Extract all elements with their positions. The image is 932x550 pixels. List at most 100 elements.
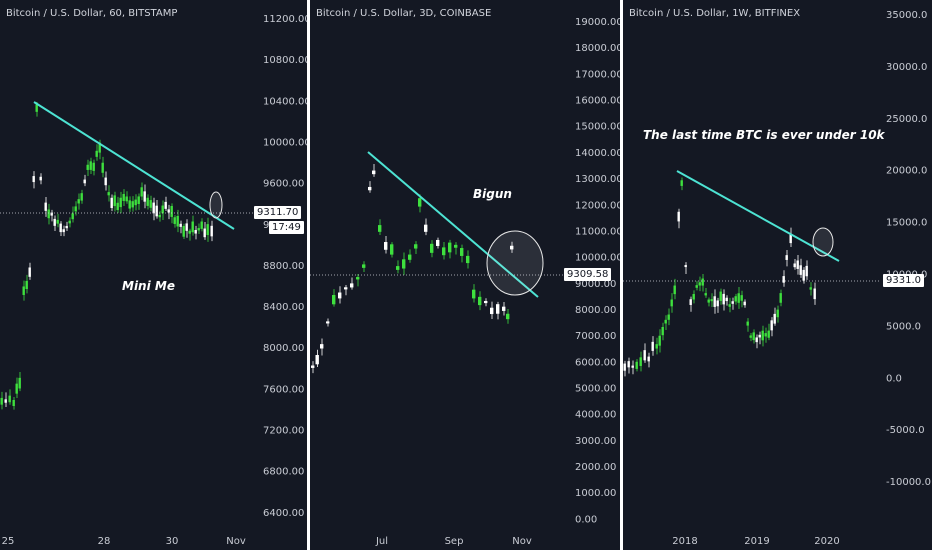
candle bbox=[32, 176, 35, 183]
candle bbox=[782, 276, 785, 283]
highlight-circle bbox=[209, 191, 223, 219]
candle bbox=[793, 263, 796, 268]
candle bbox=[749, 335, 752, 338]
candle bbox=[4, 399, 7, 403]
candle bbox=[12, 400, 15, 407]
candle bbox=[18, 377, 21, 389]
annotation-bigun: Bigun bbox=[473, 187, 512, 201]
highlight-circle bbox=[812, 227, 834, 257]
y-axis-tick-label: 17000.00 bbox=[575, 69, 620, 80]
annotation-last-time: The last time BTC is ever under 10k bbox=[643, 128, 885, 142]
candle bbox=[661, 326, 664, 336]
candle bbox=[472, 289, 476, 299]
candle bbox=[86, 164, 89, 170]
candle bbox=[414, 244, 418, 249]
candle bbox=[695, 285, 698, 288]
candle bbox=[0, 397, 3, 405]
chart-panel-coinbase[interactable]: 19000.00 18000.00 17000.00 16000.00 15000.00… bbox=[310, 0, 620, 550]
candle bbox=[167, 209, 170, 213]
candle bbox=[378, 225, 382, 232]
candle bbox=[200, 221, 203, 229]
candle bbox=[311, 365, 315, 368]
candle bbox=[116, 202, 119, 211]
candle bbox=[454, 244, 458, 248]
candle bbox=[206, 224, 209, 236]
trendline bbox=[367, 151, 539, 298]
chart-canvas-coinbase[interactable]: 19000.00 18000.00 17000.00 16000.00 15000.00… bbox=[310, 0, 620, 550]
candle bbox=[418, 198, 422, 207]
candle bbox=[22, 286, 25, 295]
candle bbox=[770, 320, 773, 331]
candle bbox=[125, 196, 128, 202]
candle bbox=[635, 361, 638, 369]
highlight-circle bbox=[486, 230, 544, 296]
candle bbox=[722, 293, 725, 305]
candle bbox=[59, 223, 62, 233]
candle bbox=[368, 186, 372, 191]
candle bbox=[344, 287, 348, 290]
y-axis-tick-label: -10000.0 bbox=[886, 477, 931, 488]
candle bbox=[502, 306, 506, 311]
y-axis-tick-label: 18000.00 bbox=[575, 43, 620, 54]
candle bbox=[448, 242, 452, 253]
candle bbox=[173, 217, 176, 224]
candle bbox=[161, 205, 164, 214]
candle bbox=[466, 255, 470, 264]
chart-title: Bitcoin / U.S. Dollar, 60, BITSTAMP bbox=[6, 8, 178, 19]
candle bbox=[689, 299, 692, 305]
y-axis-tick-label: 6000.00 bbox=[575, 357, 616, 368]
candle bbox=[692, 294, 695, 300]
candle bbox=[809, 287, 812, 290]
y-axis-tick-label: 1000.00 bbox=[575, 488, 616, 499]
y-axis-tick-label: -5000.0 bbox=[886, 425, 925, 436]
y-axis-tick-label: 4000.00 bbox=[575, 410, 616, 421]
candle bbox=[484, 300, 488, 304]
y-axis-tick-label: 15000.00 bbox=[575, 122, 620, 133]
x-axis-tick-label: Nov bbox=[226, 536, 246, 547]
candle bbox=[155, 205, 158, 217]
y-axis-tick-label: 10000.00 bbox=[575, 253, 620, 264]
candle bbox=[796, 260, 799, 269]
candle bbox=[734, 296, 737, 302]
y-axis-tick-label: 12000.00 bbox=[575, 200, 620, 211]
candle bbox=[182, 226, 185, 237]
candle bbox=[658, 335, 661, 346]
candle bbox=[710, 299, 713, 302]
y-axis-tick-label: 3000.00 bbox=[575, 436, 616, 447]
candle bbox=[47, 209, 50, 219]
y-axis-tick-label: 0.0 bbox=[886, 373, 902, 384]
candle bbox=[210, 225, 213, 237]
y-axis-tick-label: 20000.0 bbox=[886, 166, 927, 177]
y-axis-tick-label: 7600.00 bbox=[263, 384, 304, 395]
y-axis-tick-label: 8000.00 bbox=[263, 343, 304, 354]
candle bbox=[326, 321, 330, 324]
candle bbox=[701, 278, 704, 286]
chart-panel-bitfinex[interactable]: 35000.030000.025000.020000.015000.010000… bbox=[623, 0, 932, 550]
candle bbox=[655, 344, 658, 349]
chart-canvas-bitstamp[interactable]: 11200.00 10800.00 10400.00 10000.00 9600.00 9… bbox=[0, 0, 307, 550]
candle bbox=[107, 192, 110, 196]
candle bbox=[89, 161, 92, 170]
candle bbox=[667, 314, 670, 320]
candle bbox=[496, 304, 500, 314]
y-axis-tick-label: 5000.0 bbox=[886, 321, 921, 332]
y-axis-tick-label: 7000.00 bbox=[575, 331, 616, 342]
candle bbox=[684, 265, 687, 268]
x-axis-tick-label: 28 bbox=[98, 536, 111, 547]
candle bbox=[356, 277, 360, 280]
candle bbox=[128, 200, 131, 209]
y-axis-tick-label: 16000.00 bbox=[575, 96, 620, 107]
y-axis-tick-label: 30000.0 bbox=[886, 62, 927, 73]
candle bbox=[164, 201, 167, 209]
candle bbox=[776, 309, 779, 318]
candle bbox=[372, 170, 376, 175]
candle bbox=[122, 193, 125, 201]
candle bbox=[35, 104, 38, 112]
candle bbox=[53, 218, 56, 226]
candle bbox=[670, 299, 673, 307]
chart-panel-bitstamp[interactable]: 11200.00 10800.00 10400.00 10000.00 9600.00 9… bbox=[0, 0, 307, 550]
candle bbox=[77, 199, 80, 204]
candle bbox=[170, 206, 173, 217]
countdown-label: 17:49 bbox=[269, 221, 304, 234]
candle bbox=[119, 197, 122, 208]
